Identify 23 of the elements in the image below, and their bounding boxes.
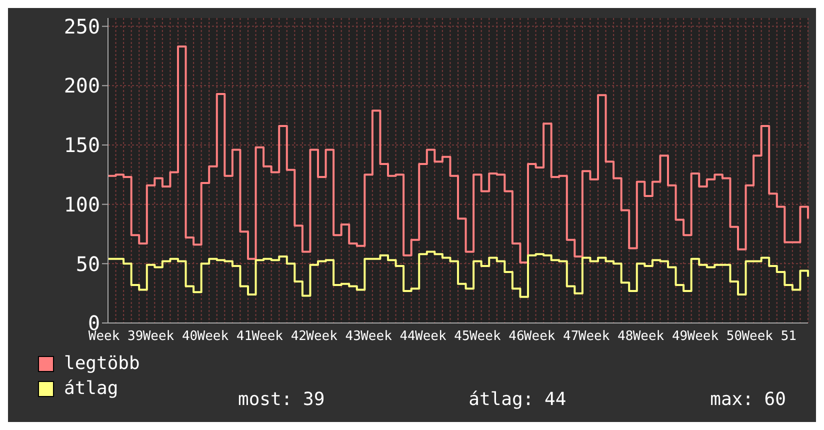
- x-tick-label: Week 51: [742, 329, 797, 344]
- y-tick-label: 150: [64, 133, 100, 158]
- x-tick-label: Week 40: [142, 329, 198, 344]
- legend-label: átlag: [64, 378, 118, 399]
- x-tick-label: Week 46: [469, 329, 524, 344]
- x-tick-label: Week 42: [252, 329, 307, 344]
- text: átlag: 44: [468, 389, 566, 410]
- legend-label: legtöbb: [64, 353, 140, 374]
- y-tick-label: 100: [64, 192, 100, 216]
- text: max: 60: [710, 389, 786, 410]
- x-tick-label: Week 45: [415, 329, 470, 344]
- y-tick-label: 200: [64, 74, 100, 98]
- x-tick-label: Week 41: [197, 329, 252, 344]
- x-tick-label: Week 49: [632, 329, 688, 344]
- text: most: 39: [238, 389, 325, 410]
- x-tick-label: Week 39: [88, 329, 144, 344]
- x-tick-label: Week 48: [578, 329, 634, 344]
- y-tick-label: 250: [64, 14, 100, 38]
- x-tick-label: Week 44: [360, 329, 416, 344]
- x-tick-label: Week 47: [524, 329, 579, 344]
- y-tick-label: 50: [76, 252, 100, 276]
- x-tick-label: Week 50: [687, 329, 742, 344]
- x-tick-label: Week 43: [306, 329, 361, 344]
